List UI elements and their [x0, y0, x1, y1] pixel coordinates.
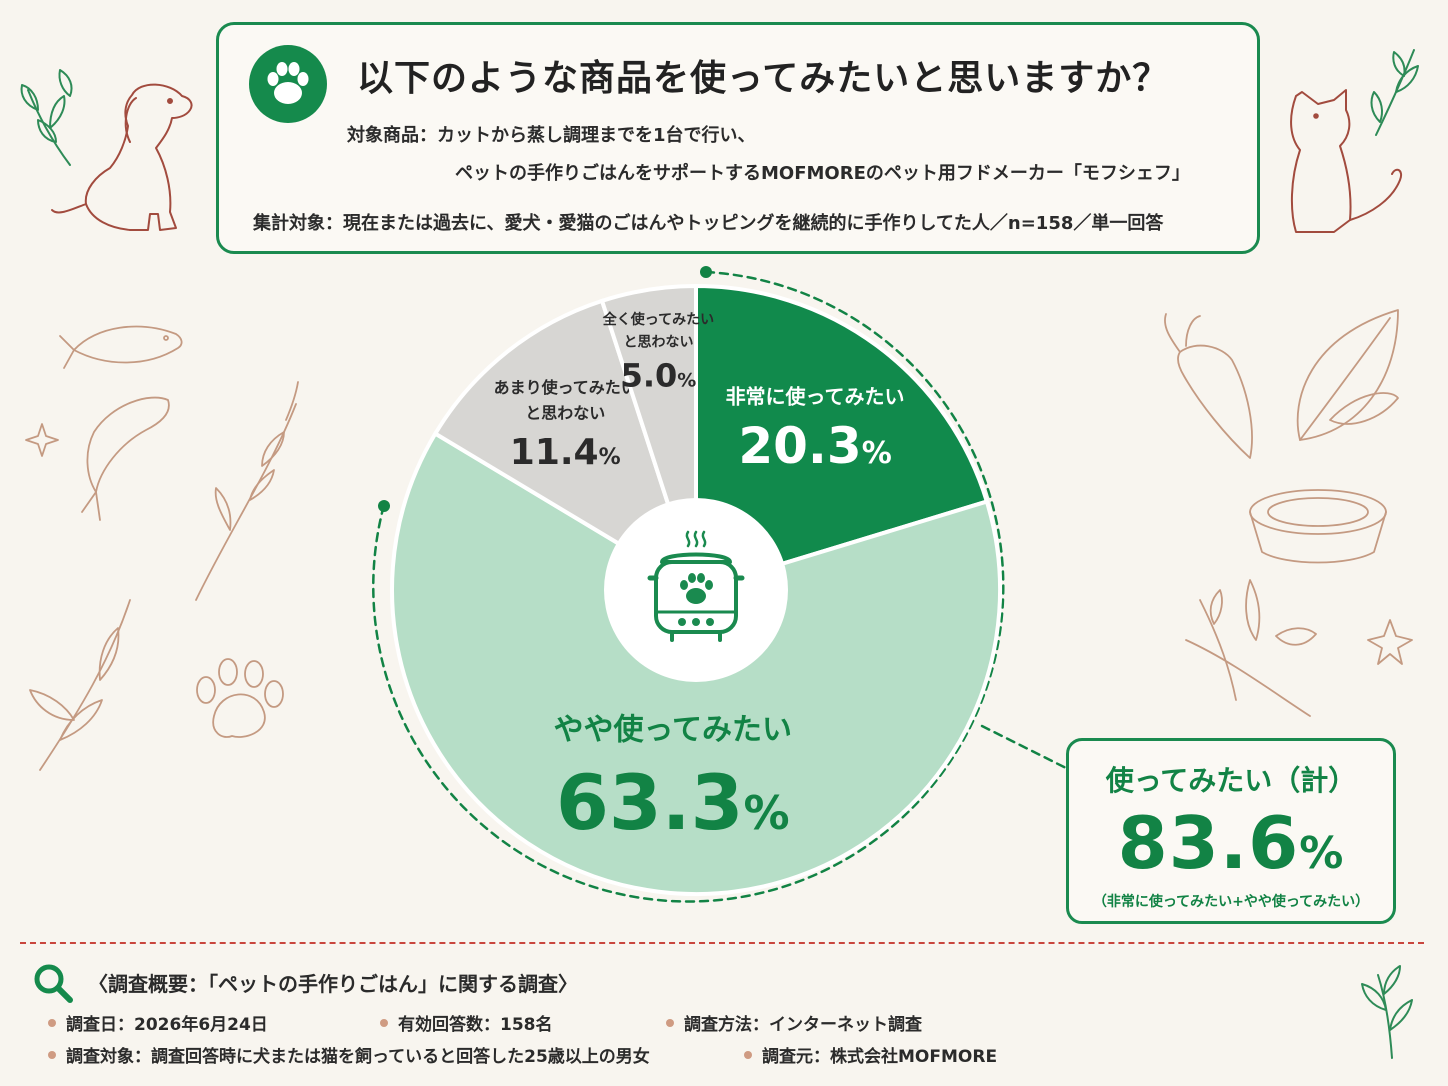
total-label: 使ってみたい（計） [1105, 764, 1357, 797]
sparkle [25, 423, 1413, 665]
fish-illustrations [59, 325, 183, 521]
slice-not-much-value: 11.4% [510, 432, 621, 473]
dog-illustration [51, 83, 193, 231]
survey-date: 調査日：2026年6月24日 [48, 1010, 268, 1035]
bracket-start-dot [378, 500, 390, 512]
slice-very-want-label: 非常に使ってみたい [726, 384, 905, 408]
slice-very-want [694, 283, 990, 593]
section-divider [20, 942, 1424, 944]
total-bracket-dashed [372, 270, 1068, 903]
survey-question: 以下のような商品を使ってみたいと思いますか？ [357, 58, 1170, 99]
slice-somewhat-want-label: やや使ってみたい [554, 712, 793, 747]
leaf-sprig-bottom-right [1361, 965, 1413, 1059]
paw-icon [249, 45, 327, 123]
slice-not-at-all-value: 5.0% [621, 357, 697, 395]
slice-not-at-all-label: 全く使ってみたい [602, 311, 714, 328]
branch-left [29, 381, 299, 771]
slice-somewhat-want-value: 63.3% [556, 758, 790, 847]
survey-subjects: 調査対象：調査回答時に犬または猫を飼っていると回答した25歳以上の男女 [48, 1042, 650, 1067]
carrot-illustration [1164, 313, 1253, 459]
subject-product-line1: 対象商品：カットから蒸し調理までを1台で行い、 [347, 125, 756, 146]
total-box: 使ってみたい（計） 83.6% （非常に使ってみたい+やや使ってみたい） [1066, 738, 1396, 924]
total-unit: % [1299, 828, 1345, 879]
question-box: 以下のような商品を使ってみたいと思いますか？ 対象商品：カットから蒸し調理までを… [216, 22, 1260, 254]
total-note: （非常に使ってみたい+やや使ってみたい） [1092, 894, 1370, 910]
cat-illustration [1290, 89, 1402, 233]
slice-not-much [432, 298, 700, 595]
slice-very-want-value: 20.3% [738, 417, 891, 475]
slice-not-much-label: と思わない [525, 403, 605, 422]
survey-target: 集計対象：現在または過去に、愛犬・愛猫のごはんやトッピングを継続的に手作りしてた… [253, 213, 1164, 234]
subject-product-line2: ペットの手作りごはんをサポートするMOFMOREのペット用フドメーカー「モフシェ… [455, 163, 1190, 184]
survey-method: 調査方法：インターネット調査 [666, 1010, 922, 1035]
leaf-sprig-right [1370, 49, 1419, 136]
paw-outline [196, 658, 284, 738]
spinach-leaf [1296, 309, 1399, 441]
slice-not-at-all-label: と思わない [623, 335, 693, 351]
survey-responses: 有効回答数：158名 [380, 1010, 553, 1035]
rice-cooker-paw-icon [647, 530, 745, 642]
summary-title: 〈調査概要：「ペットの手作りごはん」に関する調査〉 [88, 972, 578, 996]
total-number: 83.6 [1117, 801, 1300, 885]
leaf-sprig-left [20, 69, 73, 166]
search-icon [34, 964, 73, 1003]
bracket-end-dot [700, 266, 712, 278]
total-value: 83.6% [1069, 801, 1393, 885]
bowl-illustration [1249, 489, 1387, 564]
slice-not-much-label: あまり使ってみたい [494, 378, 637, 397]
survey-org: 調査元：株式会社MOFMORE [744, 1042, 997, 1067]
branch-right [1185, 579, 1317, 717]
